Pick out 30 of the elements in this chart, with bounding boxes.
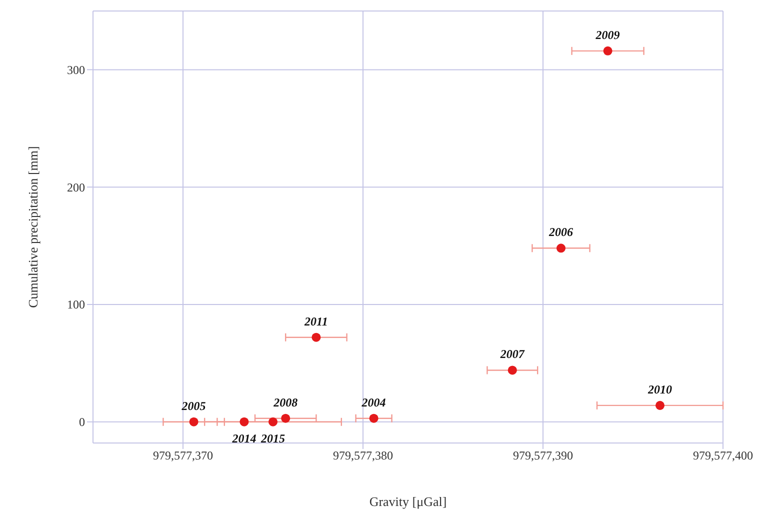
point xyxy=(240,417,249,426)
y-tick-label: 300 xyxy=(67,62,85,77)
point xyxy=(508,366,517,375)
y-tick-label: 100 xyxy=(67,298,85,312)
y-tick-label: 200 xyxy=(67,180,85,194)
annotation: 2006 xyxy=(548,225,573,240)
x-tick-label: 979,577,380 xyxy=(333,448,393,463)
point xyxy=(268,417,278,426)
annotation: 2010 xyxy=(647,382,672,396)
point xyxy=(281,414,290,423)
annotation: 2007 xyxy=(499,347,526,362)
x-axis-title: Gravity [μGal] xyxy=(369,494,447,509)
point xyxy=(312,332,321,342)
x-tick-label: 979,577,370 xyxy=(153,448,213,463)
annotation: 2011 xyxy=(304,314,328,328)
annotation: 2009 xyxy=(594,28,620,42)
x-tick-label: 979,577,400 xyxy=(693,448,753,463)
annotation: 2004 xyxy=(360,395,386,410)
annotation: 2015 xyxy=(260,431,285,446)
y-tick-label: 0 xyxy=(79,415,85,430)
point xyxy=(655,400,665,410)
point xyxy=(189,417,198,426)
y-axis-title: Cumulative precipitation [mm] xyxy=(26,146,41,308)
annotation: 2014 xyxy=(231,431,256,446)
point xyxy=(603,46,612,56)
annotation: 2008 xyxy=(272,395,298,410)
x-tick-label: 979,577,390 xyxy=(513,448,573,463)
annotation: 2005 xyxy=(180,398,206,413)
point xyxy=(556,244,566,253)
point xyxy=(369,414,378,423)
